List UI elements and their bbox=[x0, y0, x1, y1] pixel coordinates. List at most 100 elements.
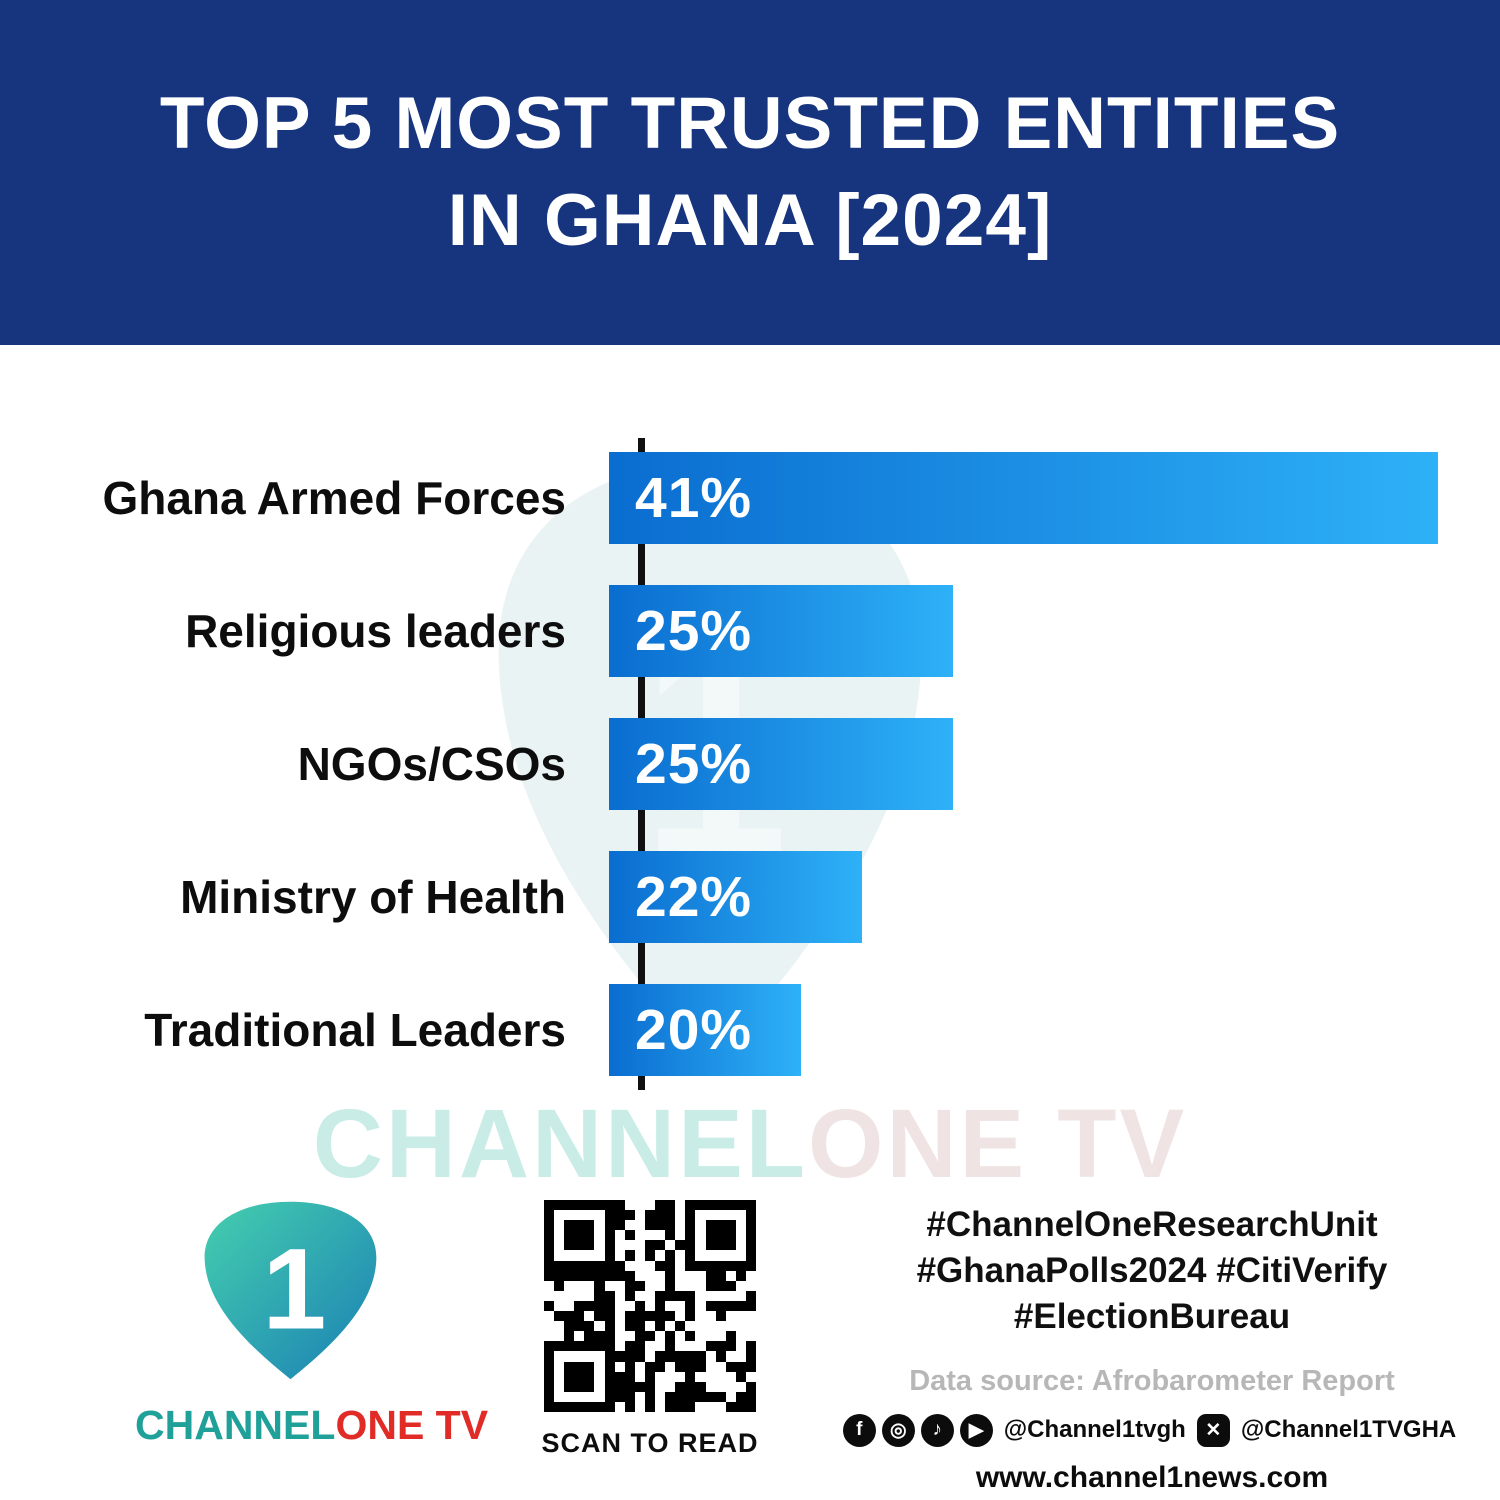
qr-module bbox=[544, 1260, 555, 1271]
qr-module bbox=[584, 1391, 595, 1402]
qr-module bbox=[574, 1280, 585, 1291]
qr-module bbox=[735, 1210, 746, 1221]
qr-module bbox=[745, 1280, 756, 1291]
qr-module bbox=[675, 1321, 686, 1332]
qr-module bbox=[614, 1230, 625, 1241]
qr-module bbox=[614, 1361, 625, 1372]
qr-module bbox=[675, 1331, 686, 1342]
qr-module bbox=[604, 1210, 615, 1221]
instagram-icon: ◎ bbox=[881, 1413, 915, 1447]
bar-track: 22% bbox=[602, 851, 1438, 943]
qr-module bbox=[584, 1351, 595, 1362]
qr-module bbox=[655, 1351, 666, 1362]
qr-module bbox=[685, 1381, 696, 1392]
qr-module bbox=[624, 1240, 635, 1251]
qr-module bbox=[624, 1341, 635, 1352]
qr-module bbox=[715, 1290, 726, 1301]
qr-module bbox=[644, 1290, 656, 1301]
qr-module bbox=[655, 1361, 666, 1372]
qr-module bbox=[614, 1240, 625, 1251]
qr-module bbox=[614, 1250, 625, 1261]
qr-module bbox=[544, 1290, 555, 1301]
qr-module bbox=[554, 1210, 565, 1221]
qr-module bbox=[705, 1210, 716, 1221]
qr-module bbox=[594, 1341, 605, 1352]
qr-module bbox=[554, 1200, 565, 1211]
qr-module bbox=[614, 1311, 625, 1322]
qr-module bbox=[735, 1230, 746, 1241]
qr-module bbox=[705, 1361, 716, 1372]
qr-module bbox=[735, 1341, 746, 1352]
qr-module bbox=[644, 1381, 656, 1392]
qr-module bbox=[735, 1260, 746, 1271]
qr-module bbox=[675, 1290, 686, 1301]
qr-module bbox=[745, 1321, 756, 1332]
qr-module bbox=[644, 1401, 656, 1412]
qr-module bbox=[675, 1361, 686, 1372]
qr-module bbox=[604, 1200, 615, 1211]
qr-module bbox=[554, 1260, 565, 1271]
qr-module bbox=[695, 1260, 706, 1271]
qr-module bbox=[644, 1331, 656, 1342]
chart-rows: Ghana Armed Forces 41% Religious leaders 25… bbox=[62, 452, 1438, 1076]
qr-module bbox=[725, 1240, 736, 1251]
qr-module bbox=[685, 1311, 696, 1322]
qr-module bbox=[665, 1270, 676, 1281]
qr-module bbox=[685, 1210, 696, 1221]
qr-module bbox=[634, 1391, 645, 1402]
qr-module bbox=[574, 1290, 585, 1301]
qr-module bbox=[584, 1200, 595, 1211]
qr-module bbox=[644, 1321, 656, 1332]
qr-module bbox=[735, 1280, 746, 1291]
qr-module bbox=[544, 1351, 555, 1362]
qr-module bbox=[715, 1351, 726, 1362]
qr-module bbox=[554, 1361, 565, 1372]
qr-module bbox=[745, 1371, 756, 1382]
qr-module bbox=[634, 1250, 645, 1261]
qr-module bbox=[685, 1280, 696, 1291]
qr-module bbox=[685, 1270, 696, 1281]
qr-module bbox=[665, 1401, 676, 1412]
qr-module bbox=[695, 1220, 706, 1231]
qr-module bbox=[544, 1341, 555, 1352]
qr-module bbox=[634, 1300, 645, 1312]
qr-module bbox=[695, 1230, 706, 1241]
qr-module bbox=[624, 1290, 635, 1301]
qr-module bbox=[715, 1230, 726, 1241]
qr-module bbox=[725, 1270, 736, 1281]
qr-module bbox=[594, 1401, 605, 1412]
qr-module bbox=[624, 1210, 635, 1221]
qr-module bbox=[634, 1401, 645, 1412]
qr-module bbox=[644, 1361, 656, 1372]
qr-module bbox=[624, 1311, 635, 1322]
qr-module bbox=[574, 1220, 585, 1231]
qr-module bbox=[655, 1250, 666, 1261]
qr-module bbox=[745, 1260, 756, 1271]
qr-module bbox=[584, 1290, 595, 1301]
qr-module bbox=[604, 1250, 615, 1261]
qr-module bbox=[735, 1311, 746, 1322]
qr-module bbox=[554, 1280, 565, 1291]
qr-module bbox=[634, 1361, 645, 1372]
qr-module bbox=[735, 1361, 746, 1372]
qr-module bbox=[574, 1230, 585, 1241]
qr-module bbox=[614, 1331, 625, 1342]
qr-module bbox=[594, 1230, 605, 1241]
qr-module bbox=[634, 1311, 645, 1322]
qr-module bbox=[655, 1311, 666, 1322]
qr-module bbox=[665, 1311, 676, 1322]
qr-module bbox=[614, 1321, 625, 1332]
qr-module bbox=[665, 1331, 676, 1342]
qr-module bbox=[675, 1311, 686, 1322]
qr-module bbox=[644, 1300, 656, 1312]
qr-module bbox=[604, 1270, 615, 1281]
qr-module bbox=[655, 1331, 666, 1342]
qr-module bbox=[665, 1300, 676, 1312]
qr-module bbox=[705, 1220, 716, 1231]
qr-module bbox=[604, 1331, 615, 1342]
qr-module bbox=[624, 1381, 635, 1392]
qr-module bbox=[614, 1381, 625, 1392]
qr-module bbox=[715, 1331, 726, 1342]
qr-module bbox=[745, 1250, 756, 1261]
qr-module bbox=[695, 1361, 706, 1372]
